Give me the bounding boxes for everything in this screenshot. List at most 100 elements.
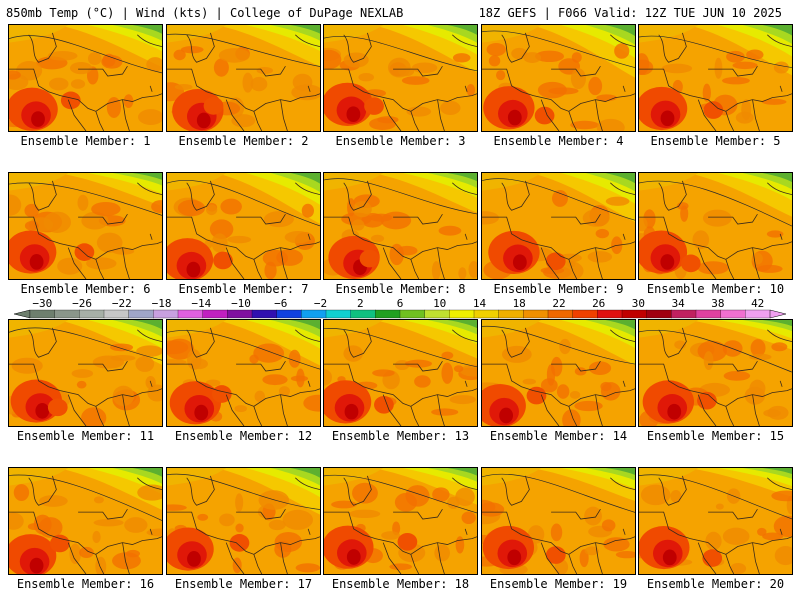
colorbar-tick-label: −6 [274, 298, 287, 310]
colorbar-tick-label: −30 [32, 298, 52, 310]
temperature-field [9, 173, 162, 279]
ensemble-member-map [638, 24, 793, 132]
colorbar-tick-label: 38 [711, 298, 724, 310]
boundary-lines [639, 32, 792, 131]
boundary-lines [324, 327, 477, 426]
boundary-lines [167, 475, 320, 574]
colorbar-swatch [301, 309, 327, 319]
ensemble-member-map [323, 319, 478, 427]
ensemble-member-map [8, 172, 163, 280]
ensemble-member-label: Ensemble Member: 9 [493, 282, 624, 296]
ensemble-member-label: Ensemble Member: 10 [646, 282, 785, 296]
colorbar-swatch [276, 309, 302, 319]
colorbar-swatch [399, 309, 426, 319]
colorbar-swatch [523, 309, 549, 319]
boundary-lines [167, 180, 320, 279]
ensemble-member-label: Ensemble Member: 2 [178, 134, 309, 148]
ensemble-member-map [481, 172, 636, 280]
height-contour [9, 474, 162, 521]
temperature-colorbar: −30 −26 −22 −18 −14 −10 −6 −2 2 6 10 14 18 22 26 30 34 38… [8, 298, 792, 322]
colorbar-tick-label: −10 [231, 298, 251, 310]
colorbar-swatch [350, 309, 376, 319]
boundary-lines [482, 327, 635, 426]
ensemble-member-map [166, 467, 321, 575]
ensemble-member-label: Ensemble Member: 3 [335, 134, 466, 148]
ensemble-member-map [638, 319, 793, 427]
temperature-field [167, 320, 320, 426]
ensemble-member-map [638, 172, 793, 280]
height-contour [167, 330, 320, 370]
ensemble-member-label: Ensemble Member: 11 [16, 429, 155, 443]
colorbar-max-arrow [769, 309, 787, 319]
boundary-lines [167, 32, 320, 131]
ensemble-member-map [638, 467, 793, 575]
colorbar-swatch [572, 309, 598, 319]
colorbar-swatch [695, 309, 722, 319]
temperature-field [639, 173, 792, 279]
colorbar-swatch [547, 309, 574, 319]
colorbar-swatch [621, 309, 648, 319]
ensemble-member-label: Ensemble Member: 20 [646, 577, 785, 591]
model-valid-time: 18Z GEFS | F066 Valid: 12Z TUE JUN 10 20… [478, 6, 782, 20]
height-contour [482, 30, 635, 68]
temperature-field [9, 468, 162, 574]
ensemble-member-label: Ensemble Member: 13 [331, 429, 470, 443]
temperature-field [482, 468, 635, 574]
colorbar-swatch [498, 309, 524, 319]
colorbar-swatch [177, 309, 204, 319]
colorbar-swatch [103, 309, 130, 319]
boundary-lines [639, 475, 792, 574]
ensemble-member-label: Ensemble Member: 15 [646, 429, 785, 443]
temperature-field [482, 173, 635, 279]
colorbar-swatch [424, 309, 450, 319]
temperature-field [324, 173, 477, 279]
colorbar-swatch [54, 309, 80, 319]
ensemble-member-map [323, 467, 478, 575]
colorbar-tick-label: 42 [751, 298, 764, 310]
colorbar-tick-label: 22 [552, 298, 565, 310]
ensemble-member-map [8, 24, 163, 132]
temperature-field [167, 468, 320, 574]
boundary-lines [9, 32, 162, 131]
colorbar-swatch [79, 309, 105, 319]
ensemble-member-map [481, 319, 636, 427]
height-contour [324, 35, 477, 72]
colorbar-swatch [202, 309, 228, 319]
temperature-field [324, 320, 477, 426]
boundary-lines [639, 327, 792, 426]
temperature-field [639, 468, 792, 574]
height-contour [9, 182, 162, 216]
height-contour [324, 474, 477, 514]
colorbar-tick-label: 6 [397, 298, 404, 310]
boundary-lines [9, 327, 162, 426]
colorbar-min-arrow [13, 309, 31, 319]
colorbar-tick-label: 30 [632, 298, 645, 310]
colorbar-swatch [29, 309, 56, 319]
ensemble-member-label: Ensemble Member: 7 [178, 282, 309, 296]
colorbar-swatch [646, 309, 672, 319]
temperature-field [639, 25, 792, 131]
ensemble-member-map [166, 172, 321, 280]
boundary-lines [482, 475, 635, 574]
colorbar-swatch [745, 309, 771, 319]
height-contour [482, 178, 635, 221]
ensemble-member-label: Ensemble Member: 5 [650, 134, 781, 148]
height-contour [639, 180, 792, 227]
temperature-field [639, 320, 792, 426]
ensemble-member-label: Ensemble Member: 12 [174, 429, 313, 443]
ensemble-member-map [166, 319, 321, 427]
colorbar-swatch [325, 309, 352, 319]
temperature-field [167, 25, 320, 131]
colorbar-tick-label: −22 [112, 298, 132, 310]
height-contour [639, 329, 792, 373]
colorbar-tick-label: −18 [152, 298, 172, 310]
colorbar-tick-label: 18 [513, 298, 526, 310]
colorbar-swatch [153, 309, 179, 319]
ensemble-member-map [166, 24, 321, 132]
colorbar-swatch [671, 309, 697, 319]
colorbar-tick-label: 2 [357, 298, 364, 310]
ensemble-member-map [481, 24, 636, 132]
ensemble-member-map [481, 467, 636, 575]
temperature-field [324, 468, 477, 574]
height-contour [482, 325, 635, 365]
